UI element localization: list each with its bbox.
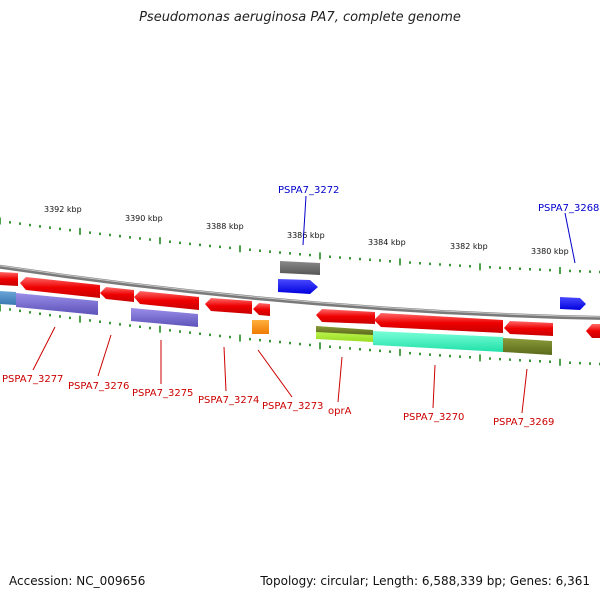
gene-label[interactable]: PSPA7_3274 bbox=[198, 395, 259, 406]
outer-tick-ring bbox=[0, 217, 600, 274]
genome-summary-text: Topology: circular; Length: 6,588,339 bp… bbox=[260, 574, 590, 588]
gene-label[interactable]: oprA bbox=[328, 406, 352, 417]
gene-label[interactable]: PSPA7_3275 bbox=[132, 388, 193, 399]
ruler-label: 3392 kbp bbox=[44, 205, 82, 214]
gene-arrow[interactable] bbox=[205, 298, 252, 314]
accession-text: Accession: NC_009656 bbox=[9, 574, 146, 588]
ruler-label: 3384 kbp bbox=[368, 238, 406, 247]
ruler-label: 3390 kbp bbox=[125, 214, 163, 223]
ruler-label: 3380 kbp bbox=[531, 247, 569, 256]
gene-arrow[interactable] bbox=[253, 303, 270, 316]
gene-arrow[interactable] bbox=[316, 309, 375, 324]
leader-line bbox=[564, 212, 576, 264]
gene-label[interactable]: PSPA7_3277 bbox=[2, 374, 63, 385]
gene-arrow[interactable] bbox=[374, 313, 503, 333]
leader-line bbox=[521, 368, 528, 414]
inner-tick-ring bbox=[0, 304, 600, 366]
gene-arrow[interactable] bbox=[280, 261, 320, 275]
gene-arrow[interactable] bbox=[504, 321, 553, 336]
gene-label[interactable]: PSPA7_3268 bbox=[538, 203, 599, 214]
ruler-label: 3386 kbp bbox=[287, 231, 325, 240]
feature-block[interactable] bbox=[373, 331, 503, 352]
leader-line bbox=[302, 195, 307, 246]
feature-block[interactable] bbox=[16, 293, 98, 315]
feature-block[interactable] bbox=[503, 338, 552, 355]
genome-backbone bbox=[0, 264, 600, 320]
gene-arrow[interactable] bbox=[560, 297, 586, 310]
gene-label[interactable]: PSPA7_3273 bbox=[262, 401, 323, 412]
leader-line bbox=[223, 346, 227, 392]
feature-block[interactable] bbox=[131, 308, 198, 327]
gene-arrow[interactable] bbox=[586, 324, 600, 338]
gene-arrow[interactable] bbox=[0, 272, 18, 286]
gene-label[interactable]: PSPA7_3276 bbox=[68, 381, 129, 392]
gene-label[interactable]: PSPA7_3270 bbox=[403, 412, 464, 423]
genome-backbone-highlight bbox=[0, 265, 600, 318]
feature-block[interactable] bbox=[0, 291, 16, 305]
gene-label[interactable]: PSPA7_3269 bbox=[493, 417, 554, 428]
leader-line bbox=[97, 334, 112, 377]
gene-arrow[interactable] bbox=[100, 287, 134, 302]
gene-arrow[interactable] bbox=[20, 277, 100, 298]
leader-line bbox=[337, 356, 343, 403]
map-title: Pseudomonas aeruginosa PA7, complete gen… bbox=[139, 10, 461, 25]
leader-line bbox=[257, 349, 293, 398]
gene-arrow[interactable] bbox=[134, 291, 199, 310]
feature-block[interactable] bbox=[316, 326, 373, 335]
ruler-label: 3388 kbp bbox=[206, 222, 244, 231]
leader-line bbox=[32, 326, 56, 371]
gene-label[interactable]: PSPA7_3272 bbox=[278, 185, 339, 196]
feature-block[interactable] bbox=[252, 320, 269, 334]
leader-line bbox=[432, 364, 436, 409]
gene-arrow[interactable] bbox=[278, 279, 318, 294]
ruler-label: 3382 kbp bbox=[450, 242, 488, 251]
